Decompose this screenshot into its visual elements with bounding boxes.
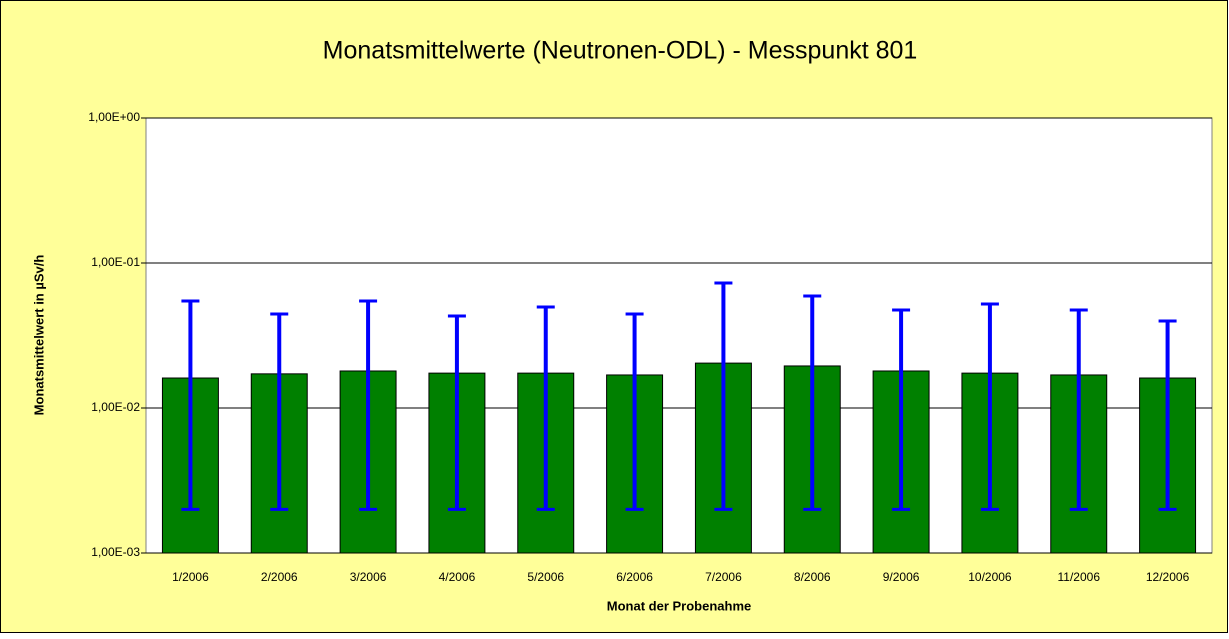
- x-axis-label: Monat der Probenahme: [607, 598, 751, 613]
- y-tick-label: 1,00E-03: [91, 545, 140, 559]
- y-tick-label: 1,00E-01: [91, 255, 140, 269]
- y-tick-label: 1,00E+00: [88, 110, 140, 124]
- x-tick-label: 3/2006: [350, 570, 387, 584]
- x-tick-label: 9/2006: [883, 570, 920, 584]
- x-tick-label: 11/2006: [1058, 570, 1101, 584]
- x-tick-label: 1/2006: [172, 570, 209, 584]
- y-tick-label: 1,00E-02: [91, 400, 140, 414]
- x-tick-label: 5/2006: [527, 570, 564, 584]
- chart-title: Monatsmittelwerte (Neutronen-ODL) - Mess…: [323, 37, 918, 65]
- x-tick-label: 4/2006: [439, 570, 476, 584]
- x-tick-label: 8/2006: [794, 570, 831, 584]
- x-tick-label: 2/2006: [261, 570, 298, 584]
- x-tick-label: 7/2006: [705, 570, 742, 584]
- x-tick-label: 10/2006: [968, 570, 1012, 584]
- y-axis-label: Monatsmittelwert in µSv/h: [31, 255, 46, 416]
- plot-area: [145, 117, 1213, 554]
- x-tick-label: 12/2006: [1146, 570, 1190, 584]
- x-tick-label: 6/2006: [616, 570, 653, 584]
